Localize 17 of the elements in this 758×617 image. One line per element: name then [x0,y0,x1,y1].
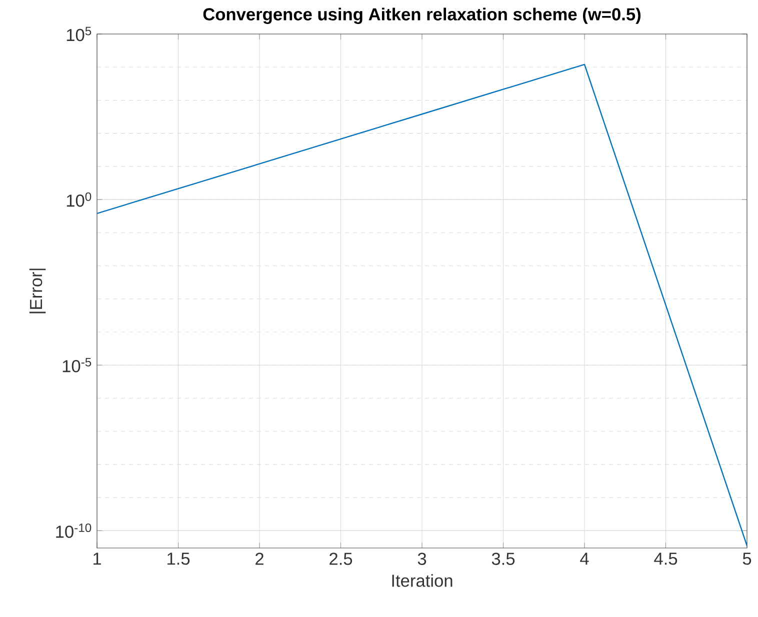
x-tick-label: 4 [580,552,589,565]
x-tick-label: 1 [94,552,101,565]
y-tick-label: 10$^{5}$ [66,26,92,42]
line-series [97,64,747,546]
x-tick-label: 4.5 [654,552,678,565]
x-tick-label: 1.5 [168,552,190,565]
x-tick-label: 3.5 [492,552,515,565]
y-axis-title: |Error| [29,268,46,314]
x-tick-label: 2.5 [330,552,352,565]
x-tick-label: 2 [256,552,264,565]
y-tick-label: 10$^{-5}$ [62,358,92,372]
x-tick-label: 3 [418,552,426,565]
y-tick-label: 10$^{-10}$ [56,523,92,538]
x-tick-label: 5 [742,552,752,565]
x-axis-title: Iteration [392,574,452,587]
chart-title: Convergence using Aitken relaxation scheme (w=0.5) [203,8,641,24]
y-tick-label: 10$^{0}$ [66,192,92,207]
